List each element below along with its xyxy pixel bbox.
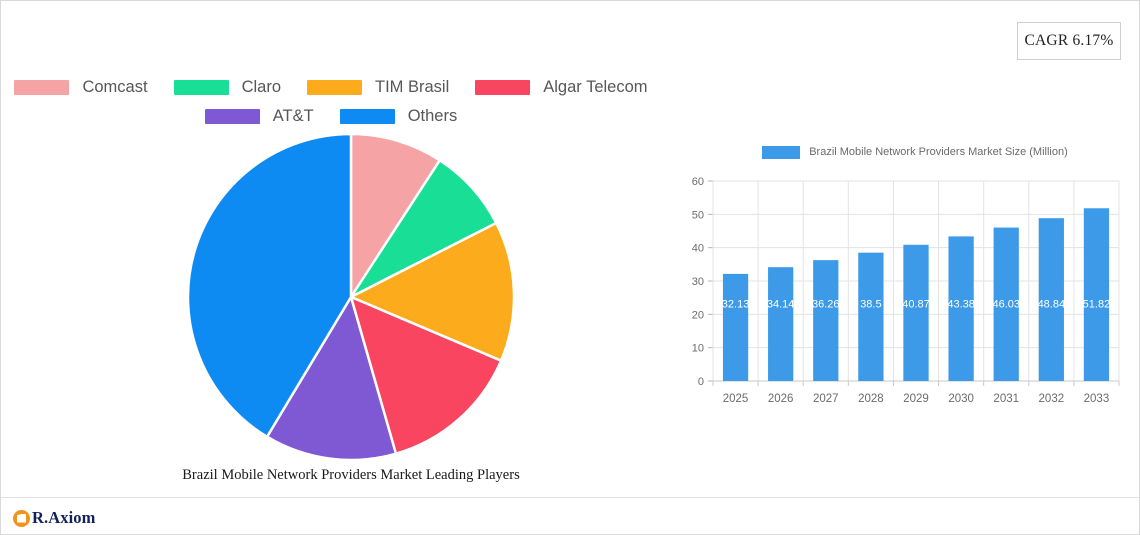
bar-ytick-label: 20 (692, 309, 704, 321)
pie-legend-row-2: AT&T Others (1, 102, 661, 131)
pie-slice-comcast[interactable] (349, 133, 442, 299)
pie-chart-title: Brazil Mobile Network Providers Market L… (182, 467, 520, 483)
cagr-badge-label: CAGR 6.17% (1024, 32, 1114, 49)
cagr-badge: CAGR 6.17% (1017, 22, 1121, 60)
footer-divider (1, 497, 1139, 498)
bar-value-label-2030: 43.38 (947, 299, 975, 311)
bar-chart-legend[interactable]: Brazil Mobile Network Providers Market S… (685, 141, 1125, 163)
bar-xtick-label-2030: 2030 (948, 393, 974, 405)
bar-column-2025[interactable] (722, 273, 749, 381)
bar-ytick-label: 60 (692, 176, 704, 188)
brand-logo-text: R.Axiom (32, 508, 96, 527)
bar-value-label-2028: 38.5 (860, 299, 881, 311)
legend-label-others: Others (407, 107, 458, 125)
legend-swatch-att (204, 109, 260, 124)
legend-label-algar-telecom: Algar Telecom (543, 78, 648, 96)
legend-swatch-market-size (762, 145, 801, 159)
bar-value-label-2033: 51.82 (1083, 299, 1111, 311)
bar-value-label-2032: 48.84 (1038, 299, 1066, 311)
bar-chart: Brazil Mobile Network Providers Market S… (685, 141, 1125, 411)
legend-label-comcast: Comcast (82, 78, 148, 96)
bar-xtick-label-2029: 2029 (903, 393, 929, 405)
brand-logo: R.Axiom (13, 507, 96, 529)
legend-label-market-size: Brazil Mobile Network Providers Market S… (809, 146, 1068, 158)
pie-legend-item-claro[interactable]: Claro (173, 78, 282, 97)
bar-column-2028[interactable] (858, 252, 884, 381)
pie-slice-tim-brasil[interactable] (349, 221, 515, 362)
bar-ytick-label: 10 (692, 343, 704, 355)
bar-column-2032[interactable] (1038, 218, 1064, 381)
bar-column-2033[interactable] (1083, 208, 1110, 381)
bar-xtick-label-2032: 2032 (1039, 393, 1065, 405)
bar-xtick-label-2027: 2027 (813, 393, 839, 405)
bar-ytick-label: 0 (698, 376, 704, 388)
pie-chart-svg (187, 133, 515, 461)
legend-swatch-comcast (14, 80, 70, 95)
pie-legend-item-others[interactable]: Others (339, 107, 458, 126)
pie-slice-others[interactable] (187, 133, 353, 438)
legend-swatch-claro (173, 80, 229, 95)
pie-legend-row-1: Comcast Claro TIM Brasil Algar Telecom (1, 73, 661, 102)
legend-label-att: AT&T (272, 107, 314, 125)
pie-legend-item-tim-brasil[interactable]: TIM Brasil (307, 78, 449, 97)
legend-label-tim-brasil: TIM Brasil (375, 78, 450, 96)
legend-swatch-algar-telecom (475, 80, 531, 95)
bar-xtick-label-2026: 2026 (768, 393, 794, 405)
bar-value-label-2025: 32.13 (722, 299, 750, 311)
bar-column-2031[interactable] (993, 227, 1019, 381)
bar-xtick-label-2025: 2025 (723, 393, 749, 405)
legend-label-claro: Claro (241, 78, 282, 96)
bar-column-2029[interactable] (903, 244, 929, 381)
bar-ytick-label: 50 (692, 209, 704, 221)
bar-ytick-label: 40 (692, 243, 704, 255)
pie-legend-item-att[interactable]: AT&T (204, 107, 314, 126)
bar-value-label-2027: 36.26 (812, 299, 840, 311)
pie-chart (187, 133, 515, 461)
bar-ytick-label: 30 (692, 276, 704, 288)
bar-value-label-2031: 46.03 (992, 299, 1020, 311)
pie-legend: Comcast Claro TIM Brasil Algar Telecom A… (1, 73, 661, 131)
pie-legend-item-comcast[interactable]: Comcast (14, 78, 148, 97)
bar-column-2027[interactable] (813, 260, 839, 381)
legend-swatch-tim-brasil (307, 80, 363, 95)
pie-slice-claro[interactable] (349, 159, 498, 299)
pie-legend-item-algar-telecom[interactable]: Algar Telecom (475, 78, 648, 97)
bar-xtick-label-2031: 2031 (993, 393, 1019, 405)
bar-column-2030[interactable] (948, 236, 974, 381)
book-circle-icon (13, 509, 30, 527)
pie-slice-at-t[interactable] (265, 295, 398, 461)
bar-xtick-label-2033: 2033 (1084, 393, 1110, 405)
bar-value-label-2029: 40.87 (902, 299, 930, 311)
bar-xtick-label-2028: 2028 (858, 393, 884, 405)
bar-column-2026[interactable] (768, 267, 794, 381)
bar-value-label-2026: 34.14 (767, 299, 795, 311)
pie-slice-algar-telecom[interactable] (349, 295, 503, 455)
legend-swatch-others (339, 109, 395, 124)
